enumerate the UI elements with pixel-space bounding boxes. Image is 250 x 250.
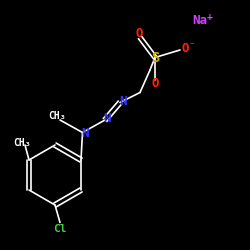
Text: CH₃: CH₃ bbox=[49, 111, 66, 121]
Text: O: O bbox=[135, 27, 142, 40]
Text: ⁻: ⁻ bbox=[189, 42, 196, 51]
Text: +: + bbox=[207, 12, 213, 22]
Text: N: N bbox=[103, 112, 111, 125]
Text: O: O bbox=[182, 42, 189, 55]
Text: O: O bbox=[151, 77, 159, 90]
Text: N: N bbox=[82, 127, 89, 140]
Text: S: S bbox=[151, 50, 159, 64]
Text: CH₃: CH₃ bbox=[14, 138, 31, 147]
Text: N: N bbox=[119, 95, 126, 108]
Text: Cl: Cl bbox=[53, 224, 67, 234]
Text: Na: Na bbox=[192, 14, 208, 26]
